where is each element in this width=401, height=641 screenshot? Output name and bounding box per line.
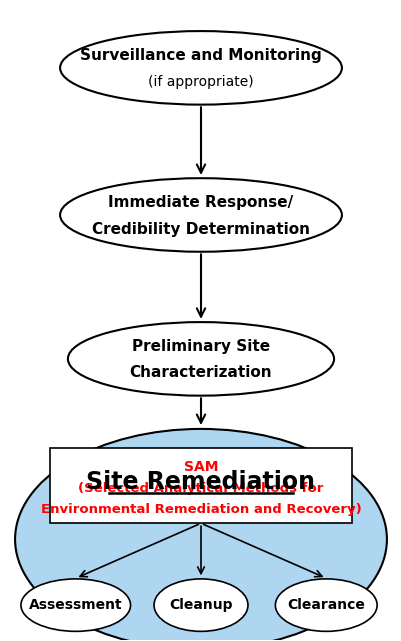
Ellipse shape <box>60 178 341 252</box>
Text: SAM: SAM <box>183 460 218 474</box>
Ellipse shape <box>275 579 376 631</box>
Text: Cleanup: Cleanup <box>169 598 232 612</box>
Ellipse shape <box>68 322 333 395</box>
FancyBboxPatch shape <box>50 448 351 523</box>
Text: Environmental Remediation and Recovery): Environmental Remediation and Recovery) <box>41 503 360 516</box>
Text: Preliminary Site: Preliminary Site <box>132 338 269 354</box>
Text: Immediate Response/: Immediate Response/ <box>108 195 293 210</box>
Text: Clearance: Clearance <box>287 598 364 612</box>
Text: (Selected Analytical Methods for: (Selected Analytical Methods for <box>78 482 323 495</box>
Ellipse shape <box>15 429 386 641</box>
Text: Assessment: Assessment <box>29 598 122 612</box>
Text: (if appropriate): (if appropriate) <box>148 75 253 89</box>
Text: Site Remediation: Site Remediation <box>86 470 315 494</box>
Text: Characterization: Characterization <box>130 365 271 381</box>
Ellipse shape <box>21 579 130 631</box>
Ellipse shape <box>154 579 247 631</box>
Text: Credibility Determination: Credibility Determination <box>92 222 309 237</box>
Ellipse shape <box>60 31 341 104</box>
Text: Surveillance and Monitoring: Surveillance and Monitoring <box>80 47 321 63</box>
